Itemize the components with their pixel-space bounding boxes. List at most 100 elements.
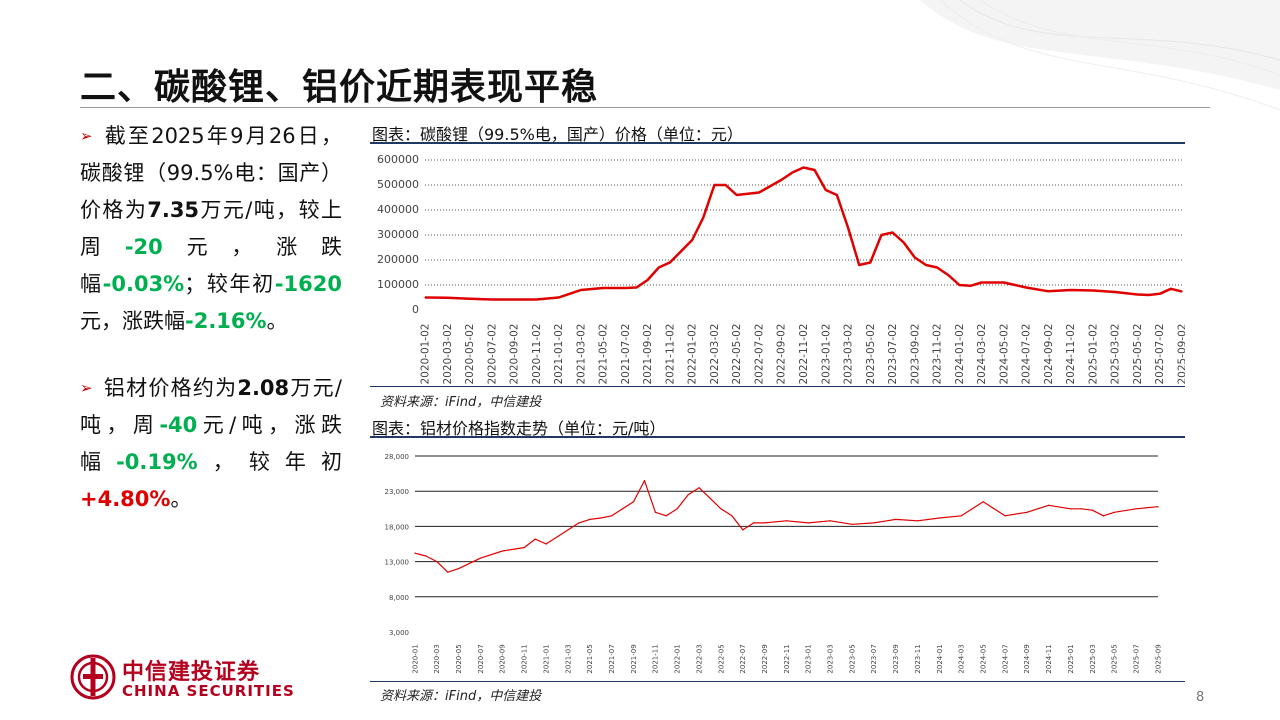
- bullet-text-part: ；较年初: [184, 272, 275, 296]
- data-point: [556, 536, 558, 538]
- data-point: [479, 557, 482, 559]
- x-tick-label: 2023-11-02: [932, 324, 944, 385]
- data-point: [1170, 288, 1172, 290]
- data-point: [468, 298, 471, 300]
- page-number: 8: [1196, 690, 1205, 705]
- x-tick-label: 2025-03: [1089, 644, 1097, 673]
- x-tick-label: 2024-09: [1023, 644, 1031, 673]
- y-tick-label: 13,000: [385, 559, 410, 567]
- data-point: [720, 508, 722, 510]
- data-point: [938, 517, 941, 519]
- data-point: [458, 568, 460, 570]
- y-tick-label: 23,000: [385, 488, 410, 496]
- x-tick-label: 2025-05-02: [1132, 324, 1144, 385]
- x-tick-label: 2020-01: [411, 644, 419, 673]
- data-point: [569, 293, 571, 295]
- data-point: [669, 261, 671, 264]
- data-point: [567, 529, 569, 531]
- data-point: [791, 171, 793, 174]
- bullet-text-part: +4.80%: [80, 487, 171, 511]
- x-tick-label: 2020-09: [499, 644, 507, 673]
- data-point: [969, 285, 972, 287]
- data-point: [925, 264, 927, 266]
- chart1-bottom-rule: [370, 386, 1185, 387]
- data-point: [917, 520, 919, 522]
- data-point: [1070, 289, 1072, 291]
- bullet-arrow-icon: ➢: [80, 379, 93, 397]
- data-point: [424, 296, 426, 299]
- data-point: [654, 511, 656, 513]
- x-tick-label: 2022-03-02: [709, 324, 721, 385]
- data-point: [702, 216, 704, 219]
- x-tick-label: 2023-09: [892, 644, 900, 673]
- x-tick-label: 2023-05-02: [865, 324, 877, 385]
- bullet-text-part: -2.16%: [185, 309, 267, 333]
- x-tick-label: 2024-01-02: [954, 324, 966, 385]
- data-point: [535, 298, 537, 301]
- y-tick-label: 8,000: [389, 594, 409, 602]
- data-point: [764, 522, 766, 524]
- x-tick-label: 2021-01-02: [553, 324, 565, 385]
- x-tick-label: 2020-11: [521, 644, 529, 673]
- x-tick-label: 2025-07-02: [1154, 324, 1166, 385]
- data-point: [1026, 511, 1028, 513]
- data-point: [632, 501, 635, 503]
- data-point: [687, 494, 689, 496]
- chart2-bottom-rule: [370, 681, 1185, 682]
- x-tick-label: 2022-03: [695, 644, 703, 673]
- data-point: [914, 256, 916, 259]
- bullet-text-part: 元，涨跌幅: [80, 309, 185, 333]
- bullet-text-part: -40: [159, 413, 198, 437]
- x-tick-label: 2023-09-02: [909, 324, 921, 385]
- x-tick-label: 2021-11-02: [664, 324, 676, 385]
- data-point: [780, 179, 782, 181]
- chart1-title: 图表：碳酸锂（99.5%电，国产）价格（单位：元）: [372, 125, 743, 144]
- bullet-text-part: 截至2025年9月26日，碳酸锂（99.5%电：国产）价格为: [80, 124, 342, 222]
- x-tick-label: 2021-07-02: [620, 324, 632, 385]
- y-tick-label: 28,000: [385, 453, 410, 461]
- data-point: [635, 286, 638, 289]
- chart2-source: 资料来源：iFind，中信建投: [380, 689, 542, 704]
- data-point: [802, 166, 805, 169]
- x-tick-label: 2022-07-02: [753, 324, 765, 385]
- data-point: [658, 266, 660, 269]
- data-point: [982, 501, 984, 503]
- data-point: [736, 194, 738, 196]
- x-tick-label: 2020-05: [455, 644, 463, 673]
- data-point: [1181, 291, 1183, 293]
- x-tick-label: 2021-05-02: [598, 324, 610, 385]
- x-tick-label: 2020-11-02: [531, 324, 543, 385]
- data-point: [742, 529, 744, 531]
- x-tick-label: 2020-03: [433, 644, 441, 673]
- x-tick-label: 2022-09-02: [776, 324, 788, 385]
- bullet-text-part: -1620: [274, 272, 343, 296]
- y-tick-label: 0: [412, 303, 419, 316]
- china-securities-logo: 中信建投证券 CHINA SECURITIES: [70, 654, 330, 704]
- x-tick-label: 2024-07-02: [1021, 324, 1033, 385]
- lithium-carbonate-price-chart: 0 100000 200000 300000 400000 500000 600000 202…: [377, 153, 1185, 385]
- data-point: [709, 497, 711, 499]
- x-tick-label: 2022-07: [739, 644, 747, 673]
- data-point: [958, 284, 960, 286]
- bullet-text-part: 2.08: [237, 376, 290, 400]
- data-point: [1159, 293, 1161, 295]
- data-point: [436, 561, 438, 563]
- bullet-lithium: ➢ 截至2025年9月26日，碳酸锂（99.5%电：国产）价格为7.35万元/吨，…: [80, 118, 342, 340]
- x-tick-label: 2021-03-02: [575, 324, 587, 385]
- x-tick-label: 2022-11-02: [798, 324, 810, 385]
- x-tick-label: 2021-03: [564, 644, 572, 673]
- data-point: [947, 274, 949, 276]
- data-point: [1135, 508, 1137, 510]
- data-point: [622, 508, 624, 510]
- data-point: [891, 231, 894, 234]
- bullet-arrow-icon: ➢: [80, 127, 93, 145]
- y-tick-label: 200000: [377, 253, 419, 266]
- y-tick-label: 400000: [377, 203, 419, 216]
- x-tick-label: 2021-09-02: [642, 324, 654, 385]
- chart1-source: 资料来源：iFind，中信建投: [380, 395, 542, 410]
- data-point: [1148, 294, 1150, 296]
- data-point: [1136, 293, 1139, 296]
- data-point: [602, 287, 604, 289]
- bullet-text-part: -0.03%: [102, 272, 185, 296]
- data-line: [424, 166, 1183, 301]
